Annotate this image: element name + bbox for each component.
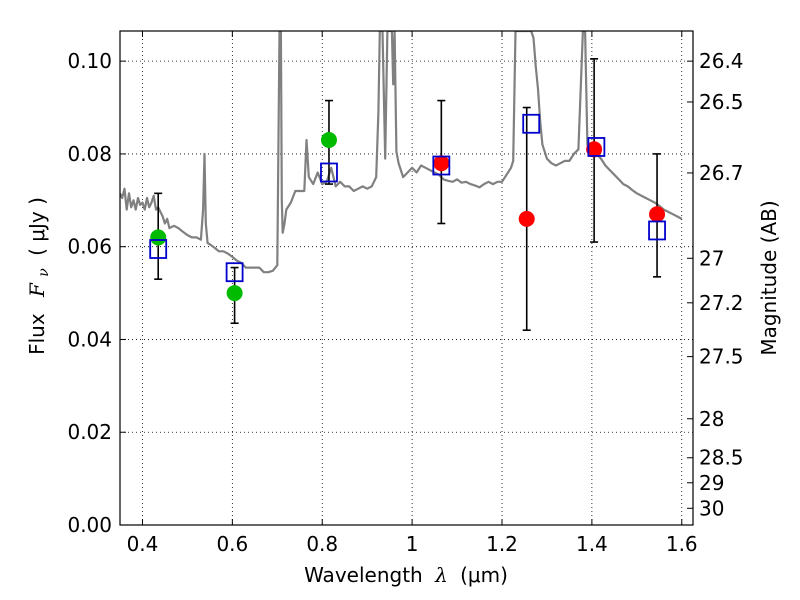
x-tick-label: 0.8 bbox=[306, 532, 338, 556]
y-axis-title: Flux F ν ( μJy ) bbox=[25, 197, 53, 355]
spectrum-layer bbox=[120, 31, 683, 274]
y-tick-label: 0.02 bbox=[67, 420, 112, 444]
model-square-marker bbox=[522, 113, 541, 134]
x-axis-title-unit: (μm) bbox=[460, 563, 508, 587]
model-square-marker bbox=[432, 155, 451, 176]
x-tick-label: 0.4 bbox=[127, 532, 159, 556]
y2-tick-label: 26.4 bbox=[699, 49, 744, 73]
y-tick-label: 0.08 bbox=[67, 142, 112, 166]
markers bbox=[149, 113, 666, 302]
spectrum-line bbox=[120, 31, 683, 274]
y2-tick-label: 28.5 bbox=[699, 446, 744, 470]
x-axis-title-symbol: λ bbox=[434, 563, 448, 587]
y2-tick-label: 30 bbox=[699, 496, 724, 520]
red-data-point bbox=[433, 155, 450, 172]
y-tick-label: 0.10 bbox=[67, 49, 112, 73]
y2-tick-label: 29 bbox=[699, 471, 724, 495]
y2-tick-label: 26.5 bbox=[699, 90, 744, 114]
x-axis-title: Wavelength λ (μm) bbox=[304, 563, 508, 587]
x-tick-label: 0.6 bbox=[216, 532, 248, 556]
y-tick-label: 0.04 bbox=[67, 327, 112, 351]
y2-tick-label: 27 bbox=[699, 246, 724, 270]
model-square-marker bbox=[320, 162, 338, 183]
green-data-point bbox=[320, 132, 337, 149]
x-tick-label: 1.6 bbox=[666, 532, 698, 556]
x-tick-label: 1.4 bbox=[576, 532, 608, 556]
y-axis-title-unit: ( μJy ) bbox=[25, 197, 49, 256]
y-axis-title-text: Flux bbox=[25, 313, 49, 355]
model-square-marker bbox=[587, 137, 606, 157]
y-axis-title-subscript: ν bbox=[36, 268, 52, 277]
y2-axis-title: Magnitude (AB) bbox=[757, 200, 781, 355]
y2-tick-label: 26.7 bbox=[699, 161, 744, 185]
y2-tick-label: 27.2 bbox=[699, 291, 744, 315]
model-square-marker bbox=[149, 239, 168, 259]
ticks: 0.4 0.6 0.8 1 1.2 1.4 1.6 0.00 0.02 0.04 0.06 0.08 0… bbox=[67, 31, 744, 556]
red-data-point bbox=[518, 210, 535, 227]
y-tick-label: 0.00 bbox=[67, 513, 112, 537]
x-tick-label: 1 bbox=[406, 532, 419, 556]
plot-frame bbox=[119, 30, 694, 526]
y-tick-label: 0.06 bbox=[67, 235, 112, 259]
model-square-marker bbox=[225, 262, 244, 283]
green-data-point bbox=[150, 229, 167, 246]
green-data-point bbox=[226, 285, 243, 302]
red-data-point bbox=[649, 206, 666, 223]
model-square-marker bbox=[648, 220, 666, 241]
y2-tick-label: 28 bbox=[699, 407, 724, 431]
y2-tick-label: 27.5 bbox=[699, 345, 744, 369]
y-axis-title-symbol: F bbox=[25, 282, 49, 298]
x-tick-label: 1.2 bbox=[486, 532, 518, 556]
x-axis-title-text: Wavelength bbox=[304, 563, 423, 587]
